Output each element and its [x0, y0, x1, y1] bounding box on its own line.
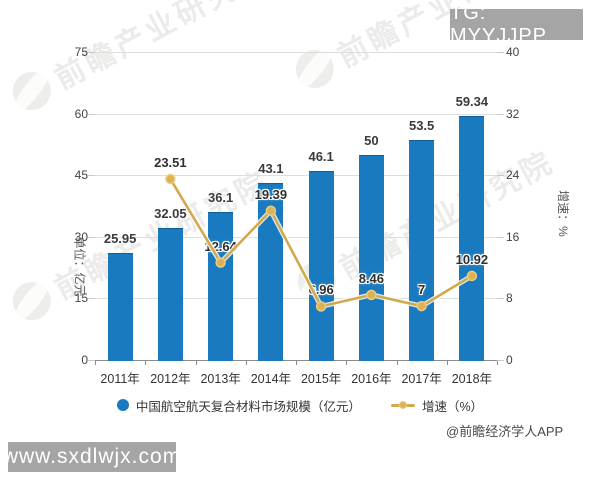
x-axis-tick	[245, 361, 247, 365]
left-tick	[88, 52, 95, 53]
right-tick	[497, 298, 504, 300]
right-axis-tick-label: 16	[506, 229, 520, 244]
x-axis-tick	[446, 361, 448, 365]
bar-value-label: 32.05	[154, 206, 187, 222]
left-tick	[88, 113, 95, 115]
source-credit: @前瞻经济学人APP	[446, 424, 564, 439]
x-axis-tick	[195, 361, 197, 365]
bar-2016年	[358, 154, 384, 361]
left-axis-tick-label: 0	[81, 353, 88, 367]
left-axis-tick-label: 75	[74, 45, 88, 59]
bar-value-label: 43.1	[258, 161, 284, 176]
right-axis-tick-label: 8	[506, 291, 513, 306]
gridline	[95, 175, 497, 177]
right-axis-tick-label: 32	[506, 106, 520, 121]
right-axis-tick-label: 24	[506, 168, 520, 183]
line-series-marker-icon	[390, 399, 415, 411]
left-axis-tick-label: 60	[74, 106, 88, 121]
legend-label-market-size: 中国航空航天复合材料市场规模（亿元）	[135, 399, 361, 414]
left-axis-tick-label: 30	[74, 229, 88, 244]
x-axis-category-label: 2013年	[200, 372, 241, 386]
gridline	[95, 236, 497, 238]
legend-item-market-size: 中国航空航天复合材料市场规模（亿元）	[116, 396, 361, 415]
right-tick	[497, 175, 504, 177]
legend-item-growth-rate: 增速（%）	[390, 396, 484, 415]
left-tick	[88, 175, 95, 177]
x-axis-category-label: 2011年	[100, 372, 140, 386]
x-axis-tick	[346, 361, 348, 365]
x-axis-tick	[497, 361, 498, 365]
bar-2011年	[107, 253, 133, 361]
left-tick	[88, 236, 95, 238]
x-axis-category-label: 2012年	[150, 372, 191, 386]
line-value-label: 19.39	[254, 186, 288, 202]
bar-value-label: 53.5	[408, 118, 435, 134]
right-axis-tick-label: 0	[506, 353, 513, 367]
x-axis-category-label: 2018年	[451, 372, 493, 386]
bar-2018年	[459, 116, 485, 361]
right-axis-title: 增速：%	[555, 190, 570, 237]
bar-2012年	[157, 228, 183, 361]
gridline	[95, 298, 497, 300]
bar-value-label: 25.95	[103, 231, 137, 247]
line-value-label: 7	[418, 282, 426, 298]
bar-value-label: 46.1	[308, 148, 334, 164]
tg-watermark-badge: TG: MYYJJPP	[450, 2, 583, 47]
bar-2014年	[258, 183, 284, 361]
x-axis-tick	[145, 361, 147, 365]
bar-2017年	[409, 140, 435, 361]
x-axis-category-label: 2016年	[351, 372, 392, 386]
line-value-label: 23.51	[154, 154, 187, 170]
bar-value-label: 59.34	[455, 94, 489, 110]
right-tick	[497, 52, 504, 53]
right-tick	[497, 113, 504, 115]
left-axis-title: 单位：亿元	[72, 236, 87, 297]
left-tick	[88, 360, 95, 361]
legend-label-growth-rate: 增速（%）	[421, 399, 484, 414]
chart-legend: 中国航空航天复合材料市场规模（亿元） 增速（%）	[0, 396, 600, 414]
x-axis-line	[95, 360, 497, 361]
line-value-label: 12.64	[204, 238, 237, 254]
watermark: 前瞻产业研究院	[5, 0, 276, 119]
x-axis-tick	[95, 361, 96, 365]
line-value-label: 10.92	[455, 251, 489, 267]
bar-value-label: 50	[364, 132, 379, 148]
x-axis-category-label: 2014年	[250, 372, 292, 386]
right-tick	[497, 360, 504, 361]
x-axis-tick	[396, 361, 398, 365]
left-axis-tick-label: 45	[74, 168, 88, 183]
bar-2015年	[308, 170, 334, 361]
left-axis-tick-label: 15	[74, 291, 88, 306]
bar-series-marker-icon	[116, 399, 129, 411]
x-axis-category-label: 2017年	[401, 372, 442, 386]
left-tick	[88, 298, 95, 300]
bar-2013年	[208, 211, 234, 361]
right-tick	[497, 236, 504, 238]
gridline	[95, 52, 497, 53]
right-axis-tick-label: 40	[506, 45, 520, 59]
website-watermark-badge: www.sxdlwjx.com	[3, 442, 180, 472]
gridline	[95, 113, 497, 115]
x-axis-tick	[296, 361, 297, 365]
x-axis-category-label: 2015年	[300, 372, 342, 386]
